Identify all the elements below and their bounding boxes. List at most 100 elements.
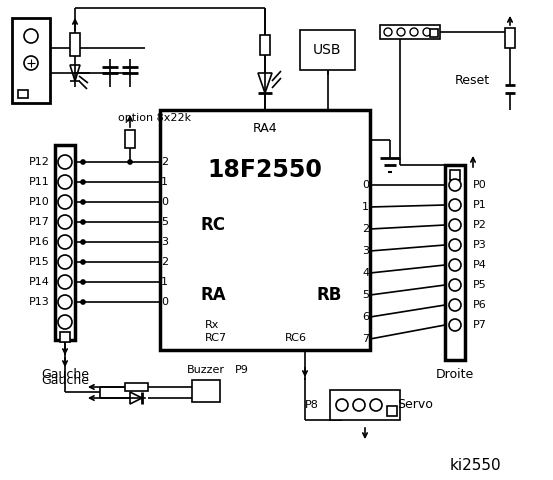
Circle shape [81, 220, 85, 224]
Circle shape [58, 235, 72, 249]
Circle shape [81, 280, 85, 284]
Circle shape [449, 219, 461, 231]
Circle shape [24, 56, 38, 70]
Text: P6: P6 [473, 300, 487, 310]
Circle shape [423, 28, 431, 36]
Text: Gauche: Gauche [41, 373, 89, 386]
Circle shape [128, 160, 132, 164]
Bar [55, 145, 75, 340]
Text: USB: USB [313, 43, 342, 57]
Circle shape [81, 180, 85, 184]
Circle shape [353, 399, 365, 411]
Text: option 8x22k: option 8x22k [118, 113, 191, 123]
Bar [192, 380, 220, 402]
Circle shape [58, 315, 72, 329]
Circle shape [24, 29, 38, 43]
Text: ki2550: ki2550 [449, 457, 501, 472]
Text: 6: 6 [362, 312, 369, 322]
Text: P10: P10 [29, 197, 50, 207]
Text: RC: RC [200, 216, 225, 234]
Circle shape [449, 299, 461, 311]
Text: P2: P2 [473, 220, 487, 230]
Text: P0: P0 [473, 180, 487, 190]
Circle shape [336, 399, 348, 411]
Bar [387, 406, 397, 416]
Text: P4: P4 [473, 260, 487, 270]
Text: Buzzer: Buzzer [187, 365, 225, 375]
Circle shape [81, 300, 85, 304]
Text: P15: P15 [29, 257, 50, 267]
Bar [505, 28, 515, 48]
Circle shape [449, 239, 461, 251]
Text: RB: RB [317, 286, 342, 304]
Bar [160, 110, 370, 350]
Text: 2: 2 [362, 224, 369, 234]
Text: RC6: RC6 [285, 333, 307, 343]
Bar [125, 130, 135, 148]
Text: Servo: Servo [397, 398, 433, 411]
Text: RA4: RA4 [253, 121, 277, 134]
Text: P16: P16 [29, 237, 50, 247]
Text: 5: 5 [161, 217, 168, 227]
Circle shape [449, 279, 461, 291]
Bar [125, 383, 148, 391]
Text: RC7: RC7 [205, 333, 227, 343]
Text: P1: P1 [473, 200, 487, 210]
Bar [450, 170, 460, 180]
Text: 2: 2 [161, 157, 168, 167]
Text: P12: P12 [29, 157, 50, 167]
Circle shape [81, 200, 85, 204]
Circle shape [449, 259, 461, 271]
Text: Gauche: Gauche [41, 369, 89, 382]
Bar [18, 90, 28, 98]
Text: 7: 7 [362, 334, 369, 344]
Circle shape [81, 260, 85, 264]
Circle shape [449, 199, 461, 211]
Bar [12, 18, 50, 103]
Bar [60, 332, 70, 342]
Circle shape [81, 160, 85, 164]
Circle shape [58, 215, 72, 229]
Circle shape [370, 399, 382, 411]
Text: 0: 0 [161, 297, 168, 307]
Circle shape [58, 255, 72, 269]
Text: P3: P3 [473, 240, 487, 250]
Bar [445, 165, 465, 360]
Circle shape [384, 28, 392, 36]
Text: 3: 3 [161, 237, 168, 247]
Bar [260, 35, 270, 55]
Circle shape [449, 179, 461, 191]
Text: 1: 1 [362, 202, 369, 212]
Bar [70, 33, 80, 56]
Circle shape [58, 195, 72, 209]
Circle shape [58, 275, 72, 289]
Circle shape [449, 319, 461, 331]
Text: P8: P8 [305, 400, 319, 410]
Circle shape [58, 155, 72, 169]
Bar [330, 390, 400, 420]
Text: 0: 0 [161, 197, 168, 207]
Circle shape [81, 240, 85, 244]
Text: P5: P5 [473, 280, 487, 290]
Text: RA: RA [200, 286, 226, 304]
Text: 1: 1 [161, 177, 168, 187]
Text: P7: P7 [473, 320, 487, 330]
Text: P13: P13 [29, 297, 50, 307]
Text: 0: 0 [362, 180, 369, 190]
Text: 18F2550: 18F2550 [207, 158, 322, 182]
Text: 5: 5 [362, 290, 369, 300]
Bar [300, 30, 355, 70]
Text: Droite: Droite [436, 369, 474, 382]
Text: Reset: Reset [455, 73, 490, 86]
Text: 4: 4 [362, 268, 369, 278]
Bar [430, 29, 438, 37]
Bar [380, 25, 440, 39]
Text: 2: 2 [161, 257, 168, 267]
Circle shape [58, 175, 72, 189]
Circle shape [397, 28, 405, 36]
Text: P11: P11 [29, 177, 50, 187]
Text: 1: 1 [161, 277, 168, 287]
Text: P17: P17 [29, 217, 50, 227]
Circle shape [410, 28, 418, 36]
Text: 3: 3 [362, 246, 369, 256]
